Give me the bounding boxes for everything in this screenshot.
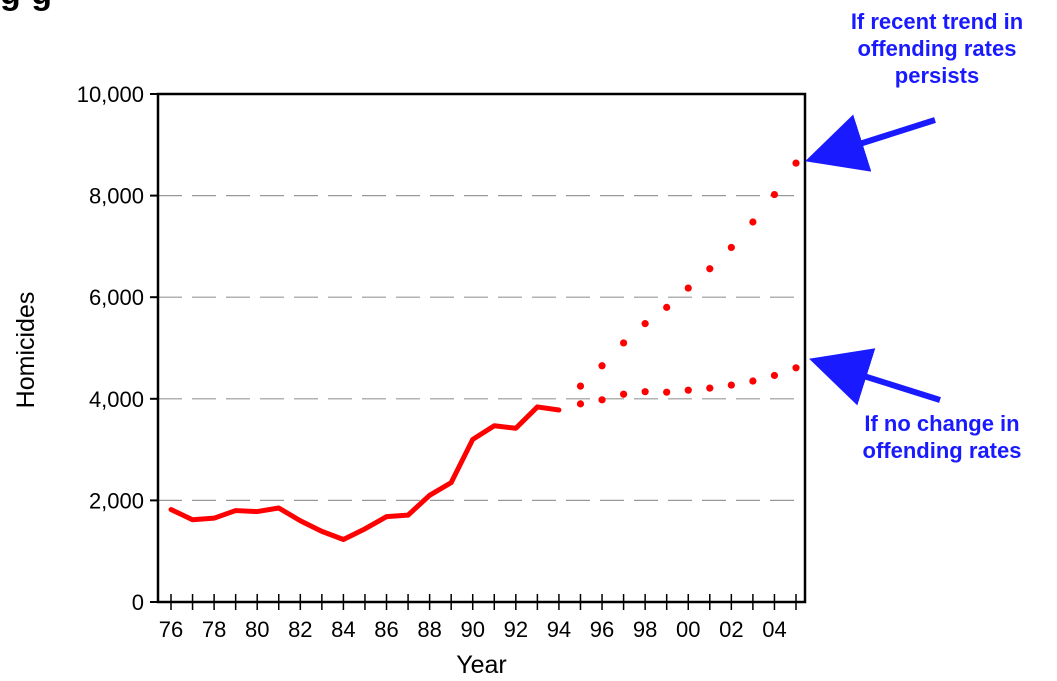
annotation-line: If recent trend in bbox=[850, 9, 1024, 34]
title-fragment: g g bbox=[0, 0, 52, 13]
y-tick-label: 8,000 bbox=[89, 184, 144, 209]
x-tick-label: 82 bbox=[288, 617, 312, 642]
projection-trend-point bbox=[684, 284, 692, 292]
plot-area-frame bbox=[156, 92, 807, 604]
projection-trend-point bbox=[727, 243, 735, 252]
y-tick-label: 0 bbox=[132, 590, 144, 615]
annotation-line: offending rates bbox=[857, 36, 1017, 61]
y-tick-label: 4,000 bbox=[89, 387, 144, 412]
series-lines bbox=[168, 159, 800, 543]
annotation-trend-persists: If recent trend in offending rates persi… bbox=[812, 8, 1057, 89]
x-tick-label: 86 bbox=[374, 617, 398, 642]
projection-trend-point bbox=[663, 303, 671, 311]
x-tick-label: 84 bbox=[331, 617, 355, 642]
projection-nochange-point bbox=[770, 371, 779, 380]
arrow-no-change bbox=[809, 348, 941, 406]
projection-nochange-point bbox=[684, 386, 692, 394]
projection-nochange-point bbox=[619, 390, 628, 398]
projection-nochange-point bbox=[792, 364, 800, 372]
y-tick-label: 10,000 bbox=[77, 82, 144, 107]
projection-nochange-point bbox=[663, 388, 671, 396]
series-line-actual bbox=[168, 404, 562, 543]
projection-nochange-point bbox=[749, 377, 757, 385]
arrow-trend-persists bbox=[805, 114, 936, 172]
x-tick-label: 94 bbox=[547, 617, 571, 642]
x-tick-label: 00 bbox=[676, 617, 700, 642]
projection-trend-point bbox=[706, 265, 714, 273]
projection-trend-point bbox=[576, 382, 585, 390]
projection-trend-point bbox=[598, 362, 606, 370]
y-tick-label: 2,000 bbox=[89, 488, 144, 513]
annotation-line: persists bbox=[894, 63, 980, 88]
x-axis-ticks: 76 78 80 82 84 86 88 90 92 94 96 98 00 02 04 bbox=[159, 594, 797, 642]
projection-nochange-point bbox=[641, 388, 649, 396]
projection-trend-point bbox=[641, 320, 649, 328]
x-tick-label: 78 bbox=[202, 617, 226, 642]
x-tick-label: 88 bbox=[417, 617, 441, 642]
x-tick-label: 92 bbox=[504, 617, 528, 642]
x-tick-label: 96 bbox=[590, 617, 614, 642]
projection-trend-point bbox=[792, 159, 800, 167]
projection-trend-point bbox=[619, 339, 628, 347]
projection-nochange-point bbox=[598, 396, 606, 404]
projection-nochange-point bbox=[727, 381, 735, 389]
y-axis-title: Homicides bbox=[12, 292, 40, 409]
y-tick-label: 6,000 bbox=[89, 285, 144, 310]
projection-trend-point bbox=[749, 218, 757, 226]
x-tick-label: 76 bbox=[159, 617, 183, 642]
annotation-line: offending rates bbox=[862, 438, 1022, 463]
x-tick-label: 02 bbox=[719, 617, 743, 642]
x-tick-label: 98 bbox=[633, 617, 657, 642]
gridlines bbox=[158, 195, 805, 501]
x-axis-title: Year bbox=[456, 651, 507, 679]
x-tick-label: 90 bbox=[460, 617, 484, 642]
y-axis-ticks: 0 2,000 4,000 6,000 8,000 10,000 bbox=[77, 82, 158, 615]
x-tick-label: 04 bbox=[762, 617, 786, 642]
annotation-line: If no change in bbox=[864, 411, 1020, 436]
projection-nochange-point bbox=[576, 400, 585, 408]
projection-nochange-point bbox=[706, 384, 714, 392]
projection-trend-point bbox=[770, 190, 779, 199]
x-tick-label: 80 bbox=[245, 617, 269, 642]
annotation-no-change: If no change in offending rates bbox=[822, 410, 1057, 464]
